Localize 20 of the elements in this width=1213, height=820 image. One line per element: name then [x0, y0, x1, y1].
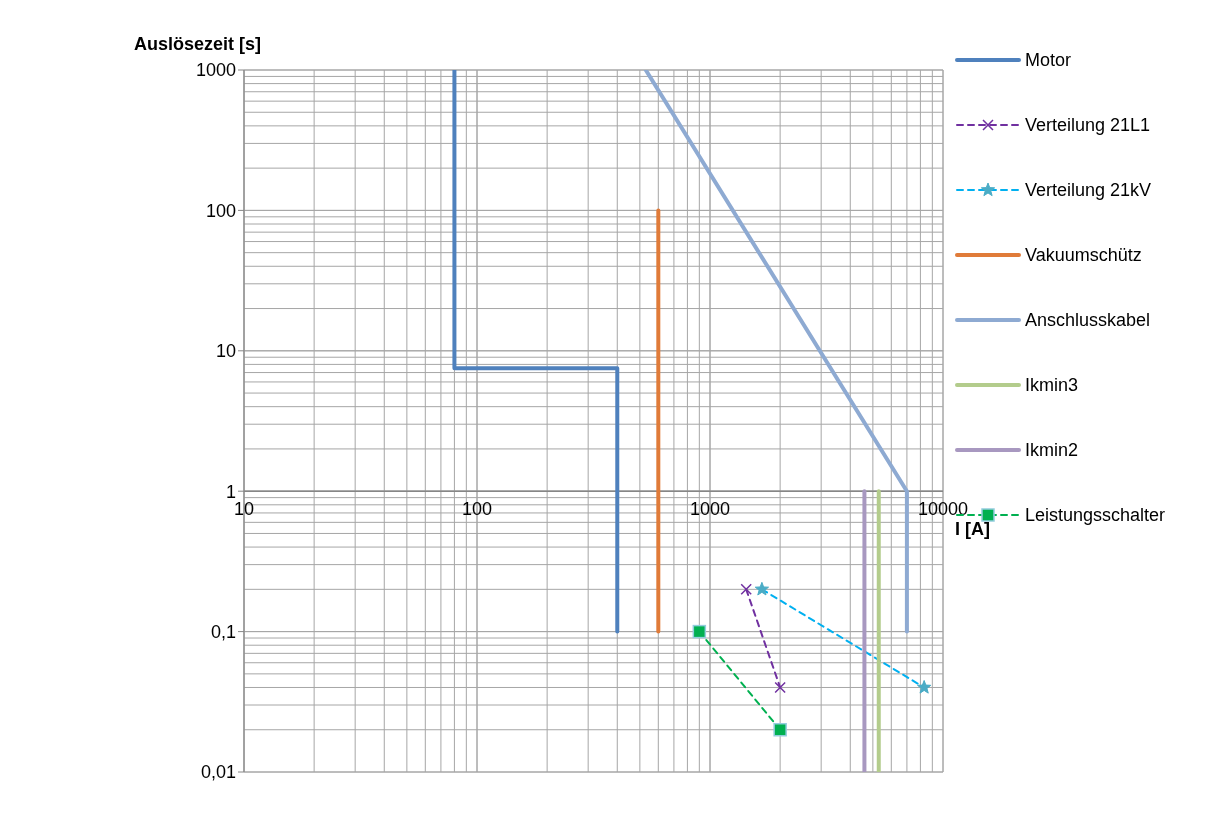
legend-label: Verteilung 21kV — [1025, 179, 1153, 202]
y-tick-label: 0,1 — [210, 621, 236, 642]
legend-label: Verteilung 21L1 — [1025, 114, 1152, 137]
legend-label: Anschlusskabel — [1025, 309, 1152, 332]
x-axis-title: I [A] — [955, 519, 990, 541]
legend-label: Vakuumschütz — [1025, 244, 1143, 267]
legend-label: Ikmin3 — [1025, 374, 1079, 397]
x-tick-label: 10 — [233, 499, 255, 520]
x-tick-label: 100 — [461, 499, 493, 520]
legend-label: Motor — [1025, 49, 1072, 72]
x-tick-label: 1000 — [689, 499, 731, 520]
legend-label: Ikmin2 — [1025, 439, 1079, 462]
y-tick-label: 1 — [225, 481, 236, 502]
y-tick-label: 10 — [215, 341, 236, 362]
y-axis-title: Auslösezeit [s] — [134, 34, 262, 55]
y-tick-label: 1000 — [195, 60, 236, 81]
y-tick-label: 100 — [205, 200, 236, 221]
x-tick-label: 10000 — [917, 499, 969, 520]
legend-label: Leistungsschalter — [1025, 504, 1167, 527]
y-tick-label: 0,01 — [200, 762, 236, 783]
